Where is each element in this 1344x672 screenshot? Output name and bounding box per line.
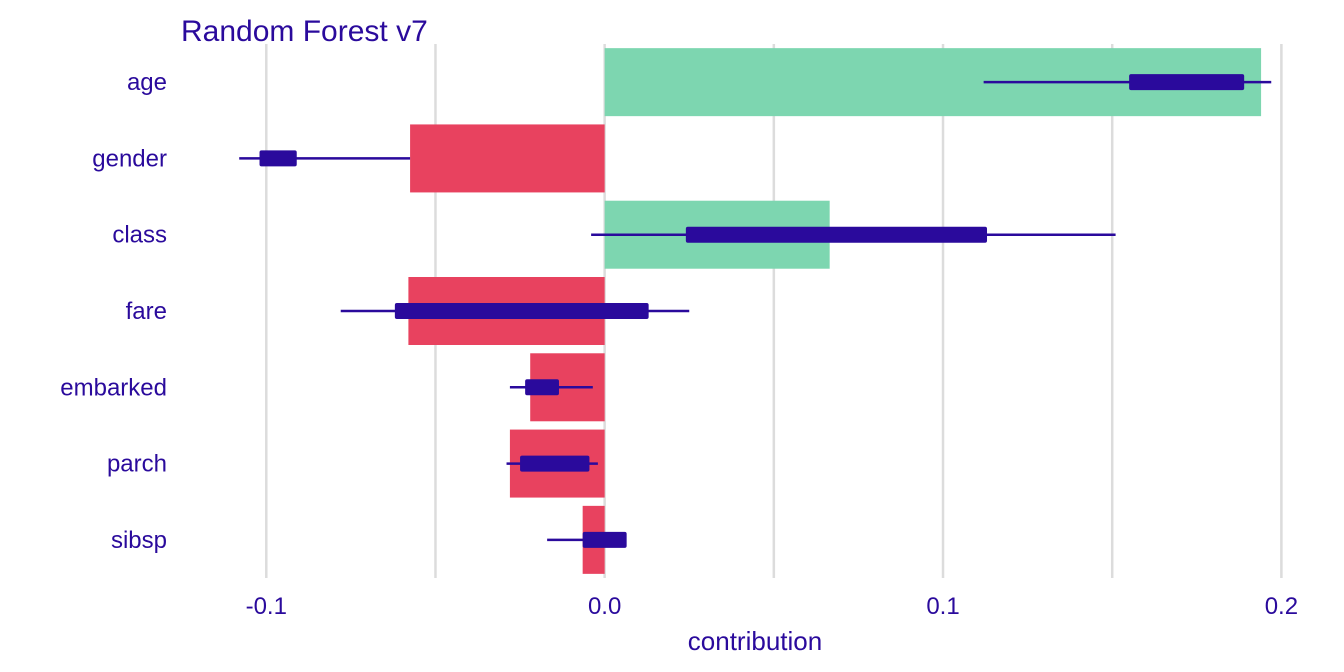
category-label: gender (92, 145, 167, 172)
interval-box-sibsp (582, 531, 627, 548)
category-label: age (127, 69, 167, 96)
interval-box-parch (520, 455, 590, 472)
bar-gender (410, 124, 605, 193)
chart-title: Random Forest v7 (181, 15, 428, 48)
interval-box-gender (259, 150, 297, 167)
category-label: sibsp (111, 527, 167, 554)
interval-box-embarked (525, 379, 559, 396)
label-layer: age gender class fare embarked parch sibsp -0.1… (60, 69, 1298, 620)
interval-layer (239, 74, 1272, 548)
x-axis-title: contribution (688, 626, 822, 656)
interval-box-fare (394, 303, 649, 319)
x-tick-label: 0.1 (926, 593, 959, 620)
x-tick-label: -0.1 (246, 593, 287, 620)
interval-box-class (685, 226, 988, 243)
category-label: parch (107, 451, 167, 478)
category-label: class (112, 222, 167, 249)
category-label: fare (126, 298, 167, 325)
x-tick-label: 0.2 (1265, 593, 1298, 620)
x-tick-label: 0.0 (588, 593, 621, 620)
category-label: embarked (60, 374, 167, 401)
interval-box-age (1129, 74, 1245, 91)
